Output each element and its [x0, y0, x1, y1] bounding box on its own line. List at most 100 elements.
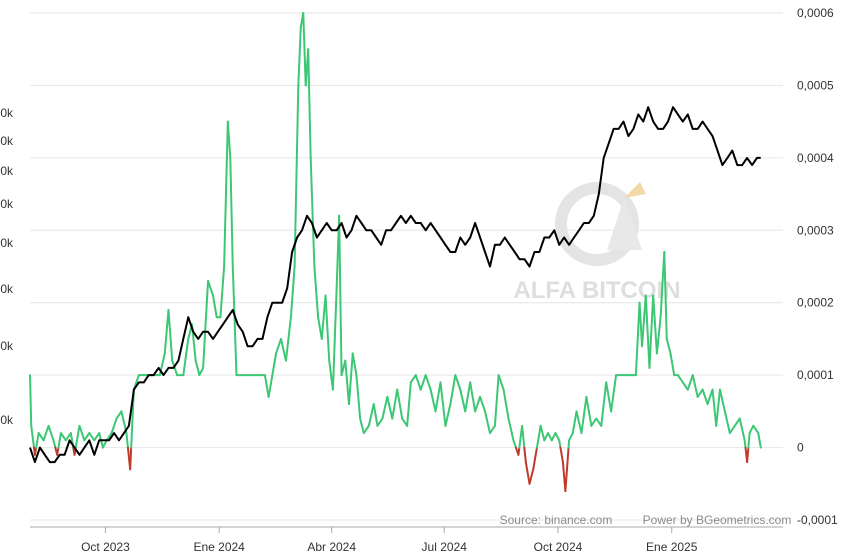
- green-series-segment: [30, 424, 36, 449]
- green-series-segment: [59, 432, 67, 442]
- green-series-segment: [101, 439, 108, 449]
- green-series-segment: [746, 446, 750, 464]
- green-series-segment: [42, 424, 50, 442]
- green-series-segment: [743, 439, 747, 449]
- green-series-segment: [439, 381, 447, 427]
- green-series-segment: [521, 424, 526, 449]
- green-series-segment: [396, 388, 404, 420]
- right-tick-label: 0,0005: [797, 78, 834, 92]
- green-series-segment: [424, 374, 432, 391]
- green-series-segment: [386, 395, 394, 420]
- green-series-segment: [376, 417, 384, 427]
- x-tick-label: Jul 2024: [422, 540, 468, 554]
- green-series-segment: [35, 432, 40, 449]
- green-series-segment: [348, 352, 354, 406]
- green-series-segment: [284, 316, 292, 362]
- green-series-segment: [226, 120, 232, 159]
- green-series-segment: [367, 403, 375, 427]
- green-series-segment: [78, 424, 86, 442]
- left-tick-label: 0k: [0, 339, 14, 353]
- green-series-segment: [550, 432, 557, 442]
- left-tick-label: 0k: [0, 134, 14, 148]
- green-series-segment: [293, 84, 300, 268]
- series-black: [29, 106, 761, 464]
- x-tick-label: Ene 2024: [193, 540, 245, 554]
- green-series-segment: [715, 388, 721, 427]
- black-series-line: [29, 106, 761, 464]
- source-credit: Source: binance.com: [500, 513, 613, 527]
- green-series-segment: [74, 424, 81, 449]
- green-series-segment: [733, 417, 741, 427]
- green-series-segment: [718, 388, 726, 413]
- green-series-segment: [372, 403, 379, 427]
- green-series-segment: [524, 461, 531, 485]
- green-series-segment: [502, 388, 510, 420]
- green-series-segment: [414, 374, 422, 391]
- green-series-segment: [52, 439, 57, 449]
- green-series-segment: [723, 410, 731, 435]
- green-series-segment: [634, 301, 641, 377]
- green-series-segment: [590, 417, 598, 427]
- green-series-segment: [600, 381, 608, 427]
- green-series-segment: [381, 395, 389, 420]
- green-series-segment: [355, 374, 362, 420]
- green-series-segment: [748, 424, 755, 435]
- green-series-segment: [585, 395, 593, 427]
- green-series-segment: [93, 432, 101, 442]
- green-series-segment: [706, 388, 714, 406]
- green-series-segment: [644, 294, 651, 369]
- right-tick-label: 0,0003: [797, 223, 834, 237]
- green-series-segment: [362, 424, 370, 435]
- green-series-segment: [655, 316, 662, 355]
- green-series-segment: [309, 156, 316, 268]
- right-tick-label: 0,0006: [797, 6, 834, 20]
- watermark-logo-accent: [624, 182, 646, 198]
- green-series-segment: [665, 337, 672, 355]
- green-series-segment: [198, 366, 205, 377]
- x-tick-label: Ene 2025: [646, 540, 698, 554]
- green-series-segment: [507, 417, 515, 442]
- green-series-segment: [324, 294, 331, 362]
- green-series-segment: [167, 308, 174, 362]
- green-series-segment: [406, 381, 412, 427]
- green-series-segment: [267, 374, 274, 398]
- green-series-segment: [194, 359, 201, 377]
- green-series-segment: [554, 432, 561, 442]
- green-series-segment: [605, 381, 613, 413]
- green-series-segment: [115, 410, 123, 420]
- watermark: ALFA BITCOIN: [513, 182, 681, 304]
- left-tick-label: 0k: [0, 236, 14, 250]
- green-series-segment: [663, 251, 668, 340]
- x-tick-label: Abr 2024: [307, 540, 356, 554]
- green-series-segment: [652, 294, 658, 355]
- green-series-segment: [497, 374, 505, 391]
- green-series-segment: [757, 432, 762, 449]
- green-series-segment: [681, 381, 689, 391]
- left-tick-label: 0k: [0, 164, 14, 178]
- green-series-segment: [512, 439, 517, 449]
- green-series-segment: [464, 381, 472, 413]
- green-series-segment: [523, 446, 527, 464]
- green-series-segment: [219, 265, 226, 319]
- green-series-segment: [517, 446, 521, 456]
- green-series-segment: [434, 381, 442, 413]
- right-tick-label: 0,0001: [797, 368, 834, 382]
- green-series-segment: [493, 374, 500, 427]
- left-tick-label: 0k: [0, 106, 14, 120]
- green-series-segment: [676, 374, 684, 384]
- green-series-segment: [37, 432, 45, 442]
- green-series-segment: [641, 294, 647, 348]
- green-series-segment: [564, 446, 570, 493]
- green-series-segment: [488, 424, 496, 435]
- left-tick-label: 0k: [0, 282, 14, 296]
- green-series-segment: [125, 432, 129, 449]
- right-axis: 0,0006 0,0005 0,0004 0,0003 0,0002 0,0001 0 -0,…: [797, 6, 838, 527]
- green-series-segment: [297, 26, 302, 87]
- left-tick-label: 0k: [0, 197, 14, 211]
- green-series-segment: [302, 12, 307, 87]
- green-series-segment: [479, 395, 487, 413]
- green-series-segment: [444, 403, 452, 427]
- green-series-segment: [547, 432, 553, 442]
- green-series-segment: [83, 432, 91, 442]
- green-series-segment: [691, 374, 699, 398]
